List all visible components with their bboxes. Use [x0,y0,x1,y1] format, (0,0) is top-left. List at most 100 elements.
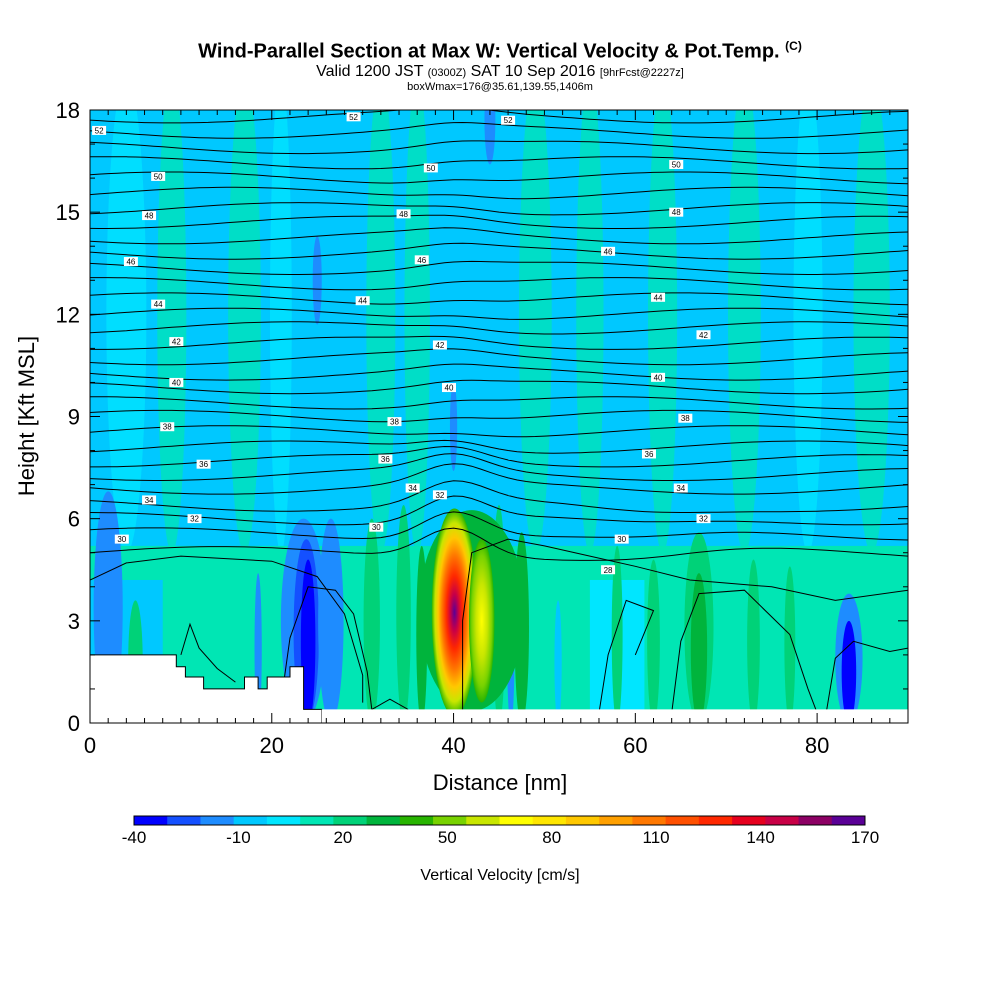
colorbar-swatch [798,816,833,825]
theta-contour [90,140,908,155]
theta-contour [90,463,908,495]
colorbar-swatch [399,816,434,825]
theta-contour [90,396,908,410]
contour-label-box [187,514,202,524]
theta-contour [90,363,908,381]
theta-contour [90,202,908,216]
theta-contour [90,110,908,124]
contour-label-box [92,125,107,135]
colorbar-swatch [632,816,667,825]
y-tick-label: 3 [68,609,80,634]
contour-label-box [151,299,166,309]
contour-label-box [696,330,711,340]
theta-contour [90,480,908,513]
contour-label-box [601,246,616,256]
colorbar-tick-label: 50 [438,828,457,847]
contour-label-box [355,296,370,306]
contour-label: 36 [199,460,208,469]
colorbar-swatch [433,816,467,825]
contour-label-box [142,495,157,505]
downdraft-column [841,620,857,723]
contour-label-box [169,337,184,347]
contour-label: 40 [172,378,181,387]
colorbar-swatch [366,816,401,825]
contour-label: 32 [435,491,444,500]
x-tick-label: 60 [623,733,647,758]
contour-label-box [678,413,693,423]
colorbar-tick-label: 170 [851,828,879,847]
theta-contour [90,242,908,260]
y-tick-label: 6 [68,507,80,532]
contour-label-box [405,483,420,493]
theta-contour [90,409,908,423]
contour-label: 34 [145,496,154,505]
updraft-column [396,505,411,723]
velocity-streak [228,110,261,553]
y-tick-label: 0 [68,711,80,736]
secondary-updraft [469,539,495,703]
velocity-streak [366,110,396,553]
theta-contour [90,171,908,185]
contour-label: 30 [617,535,626,544]
updraft-column [690,573,708,723]
contour-label-box [123,257,138,267]
colorbar-tick-label: -10 [226,828,251,847]
colorbar-swatch [466,816,500,825]
theta-contour [180,622,236,683]
colorbar-swatch [167,816,201,825]
colorbar-swatch [698,816,733,825]
contour-label: 48 [145,212,154,221]
contour-label: 30 [117,535,126,544]
contour-label-box [651,292,666,302]
y-axis-label: Height [Kft MSL] [14,336,39,496]
contour-label-box [669,207,684,217]
x-tick-label: 20 [260,733,284,758]
terrain-profile [89,654,323,724]
updraft-column [611,545,623,723]
downdraft-column [484,110,496,165]
colorbar-swatch [665,816,700,825]
contour-label-box [423,163,438,173]
colorbar: -40 -10 20 50 80 110 140 170 [122,815,879,847]
colorbar-swatch [134,816,168,825]
updraft-column [784,566,796,723]
theta-contour [598,599,655,713]
colorbar-swatch [499,816,534,825]
colorbar-label: Vertical Velocity [cm/s] [420,867,579,884]
potential-temperature-contours [90,110,908,713]
downdraft-column [449,382,458,471]
colorbar-swatch [532,816,567,825]
contour-label-box [151,171,166,181]
velocity-streak [648,110,678,553]
copyright-mark: (C) [785,39,802,53]
contour-label: 50 [154,172,163,181]
theta-contour [90,260,908,275]
theta-contour [462,538,908,713]
theta-contour [90,214,908,229]
velocity-streak [728,110,761,553]
contour-label: 42 [172,338,181,347]
x-tick-label: 0 [84,733,96,758]
velocity-streak [269,110,292,553]
contour-label: 30 [372,523,381,532]
contour-label-box [160,422,175,432]
theta-contour [90,445,908,468]
contour-label: 38 [163,423,172,432]
theta-contour [90,156,908,170]
terrain [89,654,908,724]
contour-label: 34 [408,484,417,493]
colorbar-swatch [831,816,866,825]
x-tick-label: 80 [805,733,829,758]
updraft-column [747,559,760,723]
contour-label: 52 [95,126,104,135]
y-tick-label: 9 [68,405,80,430]
contour-label: 38 [390,418,399,427]
theta-contour [825,640,908,713]
chart-boxinfo: boxWmax=176@35.61,139.55,1406m [407,80,593,93]
colorbar-swatch [565,816,600,825]
contour-label-box [369,522,384,532]
colorbar-tick-label: -40 [122,828,147,847]
contour-label: 44 [358,297,367,306]
chart-subtitle: Valid 1200 JST (0300Z) SAT 10 Sep 2016 [… [316,62,684,80]
colorbar-swatch [266,816,301,825]
